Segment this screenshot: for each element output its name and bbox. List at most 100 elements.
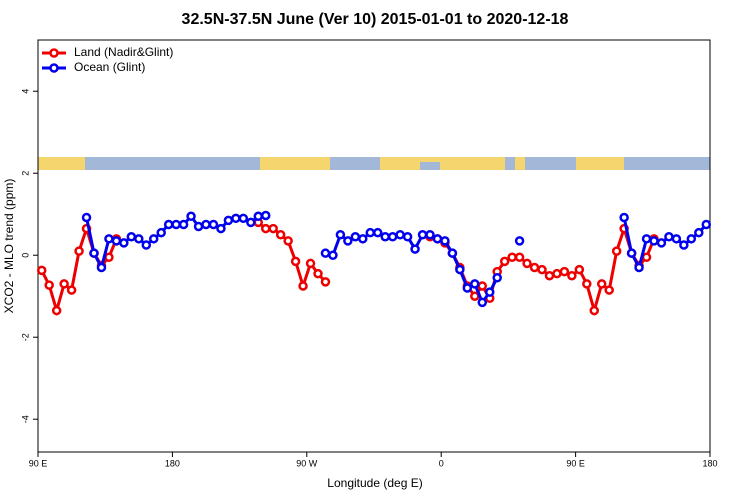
data-point <box>208 219 219 230</box>
x-tick-label: 180 <box>702 458 717 468</box>
data-point <box>492 273 502 283</box>
x-tick-label: 180 <box>165 458 180 468</box>
data-point <box>260 223 271 234</box>
data-point <box>686 234 697 244</box>
data-point <box>626 248 637 258</box>
data-point <box>275 229 286 240</box>
data-point <box>499 256 510 267</box>
data-point <box>671 234 682 244</box>
data-point <box>313 268 323 279</box>
data-point <box>163 219 174 230</box>
data-point <box>111 236 122 246</box>
data-point <box>470 279 480 289</box>
data-point <box>507 252 517 263</box>
chart-title: 32.5N-37.5N June (Ver 10) 2015-01-01 to … <box>182 11 569 28</box>
data-point <box>305 258 316 269</box>
y-tick-label: -4 <box>20 415 30 423</box>
data-point <box>66 285 77 295</box>
y-tick-label: 0 <box>20 253 30 258</box>
data-point <box>81 212 92 223</box>
data-point <box>186 211 196 222</box>
x-tick-label: 90 E <box>566 458 585 468</box>
data-point <box>260 210 271 221</box>
data-point <box>51 305 62 316</box>
data-point <box>193 221 204 232</box>
data-point <box>484 287 495 297</box>
data-point <box>514 236 525 246</box>
x-tick-label: 90 E <box>29 458 48 468</box>
data-point <box>447 248 458 258</box>
data-point <box>634 262 644 273</box>
data-point <box>148 234 159 244</box>
y-axis-label: XCO2 - MLO trend (ppm) <box>2 179 16 314</box>
data-point <box>425 229 435 240</box>
data-point <box>477 297 488 308</box>
data-point <box>268 223 278 234</box>
data-point <box>387 232 398 242</box>
data-point <box>89 248 99 258</box>
data-point <box>44 280 54 290</box>
data-point <box>604 285 614 295</box>
legend-marker <box>49 63 59 73</box>
data-point <box>380 232 390 242</box>
data-point <box>567 270 577 281</box>
data-point <box>134 234 144 244</box>
data-point <box>238 213 249 224</box>
data-point <box>178 219 189 230</box>
data-point <box>290 256 301 267</box>
legend-label: Ocean (Glint) <box>74 60 145 74</box>
data-point <box>656 238 667 248</box>
data-point <box>694 227 704 238</box>
data-point <box>574 264 585 275</box>
data-point <box>402 232 413 242</box>
data-point <box>664 232 674 242</box>
x-tick-label: 0 <box>439 458 444 468</box>
data-point <box>74 246 84 256</box>
data-point <box>283 236 293 246</box>
data-point <box>201 219 211 230</box>
data-point <box>119 238 129 248</box>
data-point <box>358 234 368 244</box>
data-point <box>372 227 383 238</box>
data-point <box>171 219 181 230</box>
data-point <box>36 265 47 276</box>
y-tick-label: 2 <box>20 171 30 176</box>
data-point <box>246 217 256 228</box>
data-point <box>552 268 562 279</box>
data-point <box>320 277 331 287</box>
data-point <box>320 248 331 258</box>
data-point <box>582 279 592 289</box>
data-point <box>611 246 622 256</box>
data-point <box>455 264 465 275</box>
data-point <box>701 219 712 230</box>
data-point <box>126 232 137 242</box>
data-point <box>537 264 547 275</box>
data-point <box>544 270 555 281</box>
data-point <box>619 212 629 223</box>
data-point <box>477 281 488 291</box>
data-point <box>231 213 241 224</box>
y-tick-label: -2 <box>20 333 30 341</box>
data-point <box>104 234 114 244</box>
data-point <box>596 279 607 289</box>
plot-frame <box>37 39 711 453</box>
data-point <box>514 252 525 263</box>
data-point <box>298 281 308 291</box>
data-point <box>365 227 376 238</box>
data-point <box>395 229 405 240</box>
map-strip <box>38 157 710 170</box>
data-point <box>641 252 652 263</box>
data-point <box>589 305 600 316</box>
data-point <box>641 234 652 244</box>
legend-marker <box>49 48 59 58</box>
data-point <box>522 258 532 269</box>
data-point <box>529 262 540 273</box>
x-tick-label: 90 W <box>296 458 318 468</box>
data-point <box>649 236 659 246</box>
data-point <box>410 244 420 254</box>
data-point <box>559 266 570 277</box>
y-tick-label: 4 <box>20 89 30 94</box>
data-point <box>440 236 450 246</box>
data-point <box>104 252 114 263</box>
